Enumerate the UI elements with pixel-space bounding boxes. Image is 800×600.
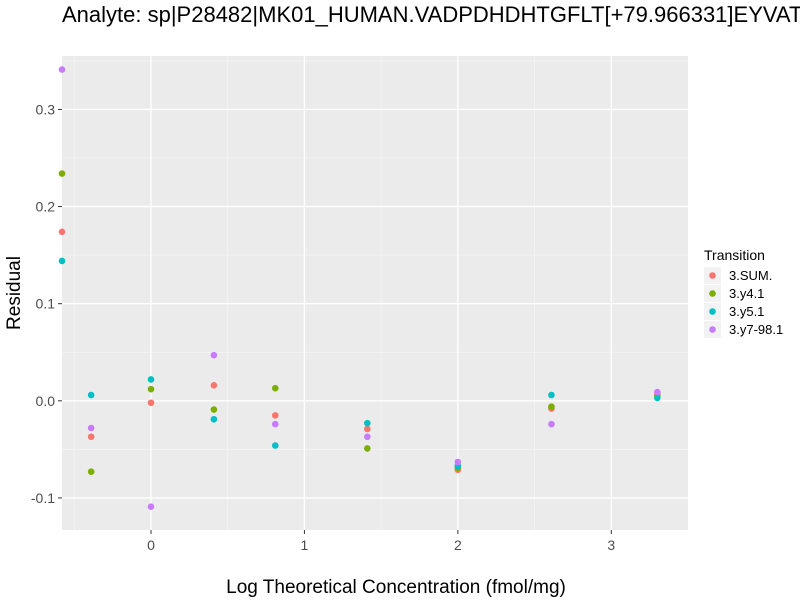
data-point — [548, 420, 555, 428]
legend-item-label: 3.y4.1 — [729, 286, 764, 301]
data-point — [87, 433, 95, 441]
data-point — [210, 351, 218, 359]
data-point — [654, 394, 661, 402]
data-point — [147, 385, 155, 393]
data-point — [58, 228, 66, 236]
data-point — [271, 442, 279, 449]
data-point — [654, 388, 661, 396]
legend-title: Transition — [704, 247, 765, 263]
legend-item-label: 3.y7-98.1 — [729, 322, 783, 337]
x-tick-label: 2 — [454, 537, 462, 553]
x-tick-label: 0 — [147, 537, 155, 553]
data-point — [364, 419, 371, 427]
legend: Transition 3.SUM. 3.y4.1 3.y5.1 3.y7-98.1 — [704, 247, 783, 338]
x-tick-label: 3 — [607, 537, 615, 553]
data-point — [548, 391, 555, 399]
data-point — [271, 420, 279, 428]
y-tick-label: 0.0 — [36, 393, 56, 409]
chart-title: Analyte: sp|P28482|MK01_HUMAN.VADPDHDHTG… — [62, 2, 800, 27]
y-axis-title: Residual — [4, 256, 25, 330]
x-axis-title: Log Theoretical Concentration (fmol/mg) — [226, 577, 566, 598]
legend-item-label: 3.y5.1 — [729, 304, 764, 319]
legend-key-dot — [709, 272, 716, 279]
data-point — [147, 376, 155, 383]
x-tick-label: 1 — [301, 537, 309, 553]
y-tick-label: 0.3 — [36, 101, 56, 117]
data-point — [87, 468, 95, 476]
legend-key-dot — [709, 326, 716, 333]
data-points — [58, 66, 661, 510]
data-point — [271, 384, 279, 392]
y-tick-label: 0.1 — [36, 296, 56, 312]
data-point — [58, 170, 66, 177]
data-point — [210, 406, 218, 413]
data-point — [147, 399, 155, 407]
grid-major — [62, 56, 688, 530]
data-point — [364, 433, 371, 441]
y-tick-label: 0.2 — [36, 199, 56, 215]
legend-item-label: 3.SUM. — [729, 268, 772, 283]
x-axis-ticks: 0 1 2 3 — [147, 530, 615, 553]
plot-panel — [62, 56, 688, 530]
data-point — [210, 381, 218, 389]
data-point — [454, 458, 462, 466]
grid-minor — [62, 56, 688, 530]
data-point — [364, 445, 371, 452]
data-point — [210, 415, 218, 423]
data-point — [548, 403, 555, 410]
y-axis-ticks: -0.1 0.0 0.1 0.2 0.3 — [31, 101, 62, 506]
data-point — [364, 425, 371, 433]
legend-key-dot — [709, 290, 716, 297]
data-point — [271, 412, 279, 419]
y-tick-label: -0.1 — [31, 490, 55, 506]
data-point — [58, 66, 66, 73]
data-point — [87, 391, 95, 399]
legend-key-dot — [709, 308, 716, 315]
data-point — [87, 424, 95, 432]
data-point — [147, 503, 155, 510]
data-point — [58, 257, 66, 265]
